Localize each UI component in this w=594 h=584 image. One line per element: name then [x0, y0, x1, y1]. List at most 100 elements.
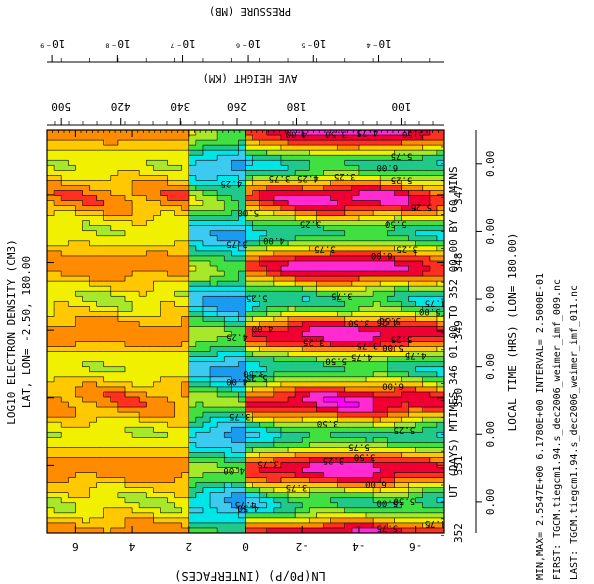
field-cell [110, 391, 119, 398]
field-cell [188, 407, 197, 413]
field-cell [302, 130, 310, 136]
field-cell [380, 225, 388, 232]
field-cell [358, 271, 367, 277]
field-cell [273, 442, 282, 448]
field-cell [401, 497, 410, 504]
field-cell [82, 160, 91, 166]
field-cell [139, 190, 147, 197]
field-cell [82, 210, 91, 217]
field-cell [54, 346, 62, 353]
field-cell [415, 407, 424, 413]
field-cell [96, 321, 105, 328]
field-cell [295, 512, 303, 519]
field-cell [174, 462, 183, 469]
field-cell [351, 376, 360, 383]
field-cell [401, 160, 410, 166]
field-cell [153, 291, 162, 297]
field-cell [217, 437, 225, 443]
field-cell [117, 220, 126, 227]
field-cell [167, 527, 176, 533]
field-cell [167, 477, 176, 484]
field-cell [61, 527, 69, 533]
field-cell [366, 351, 374, 358]
field-cell [436, 452, 444, 459]
field-cell [54, 522, 62, 529]
field-cell [146, 417, 154, 423]
field-cell [295, 145, 303, 151]
field-cell [202, 527, 211, 533]
field-cell [380, 487, 388, 494]
field-cell [61, 260, 69, 267]
field-cell [139, 437, 147, 443]
field-cell [351, 427, 360, 433]
field-cell [252, 477, 261, 484]
field-cell [295, 417, 303, 423]
field-cell [337, 210, 346, 217]
field-cell [238, 507, 247, 514]
field-cell [387, 402, 395, 408]
field-cell [89, 210, 98, 217]
field-cell [153, 195, 162, 202]
field-cell [110, 255, 119, 262]
field-cell [124, 291, 133, 297]
field-cell [174, 260, 183, 267]
field-cell [202, 155, 211, 161]
field-cell [238, 130, 247, 136]
field-cell [68, 306, 76, 312]
field-cell [373, 391, 381, 398]
field-cell [181, 225, 190, 232]
field-cell [309, 260, 317, 267]
field-cell [231, 517, 240, 524]
field-cell [117, 140, 126, 146]
field-cell [266, 467, 275, 474]
field-cell [323, 336, 332, 343]
field-cell [160, 502, 169, 509]
field-cell [68, 245, 76, 252]
field-cell [273, 155, 282, 161]
field-cell [160, 235, 169, 242]
field-cell [153, 452, 162, 459]
field-cell [373, 336, 381, 343]
field-cell [316, 366, 325, 373]
field-cell [401, 517, 410, 524]
field-cell [231, 165, 240, 171]
field-cell [54, 497, 62, 504]
field-cell [394, 235, 403, 242]
field-cell [89, 407, 98, 413]
field-cell [202, 260, 211, 267]
field-cell [295, 215, 303, 222]
field-cell [316, 175, 325, 181]
field-cell [351, 477, 360, 484]
field-cell [316, 502, 325, 509]
field-cell [202, 346, 211, 353]
field-cell [89, 412, 98, 418]
field-cell [408, 366, 417, 373]
field-cell [373, 215, 381, 222]
field-cell [380, 180, 388, 187]
field-cell [167, 487, 176, 494]
field-cell [110, 477, 119, 484]
field-cell [358, 240, 367, 247]
field-cell [266, 321, 275, 328]
field-cell [344, 472, 353, 479]
field-cell [337, 512, 346, 519]
field-cell [224, 512, 232, 519]
field-cell [401, 422, 410, 428]
field-cell [266, 205, 275, 212]
field-cell [89, 427, 98, 433]
field-cell [195, 175, 204, 181]
field-cell [373, 482, 381, 489]
field-cell [245, 200, 254, 207]
field-cell [422, 356, 431, 363]
field-cell [330, 351, 339, 358]
field-cell [266, 507, 275, 514]
field-cell [252, 502, 261, 509]
field-cell [280, 170, 289, 176]
field-cell [429, 371, 438, 378]
field-cell [387, 417, 395, 423]
field-cell [132, 427, 140, 433]
field-cell [309, 296, 317, 302]
field-cell [75, 160, 84, 166]
field-cell [387, 502, 395, 509]
field-cell [110, 260, 119, 267]
